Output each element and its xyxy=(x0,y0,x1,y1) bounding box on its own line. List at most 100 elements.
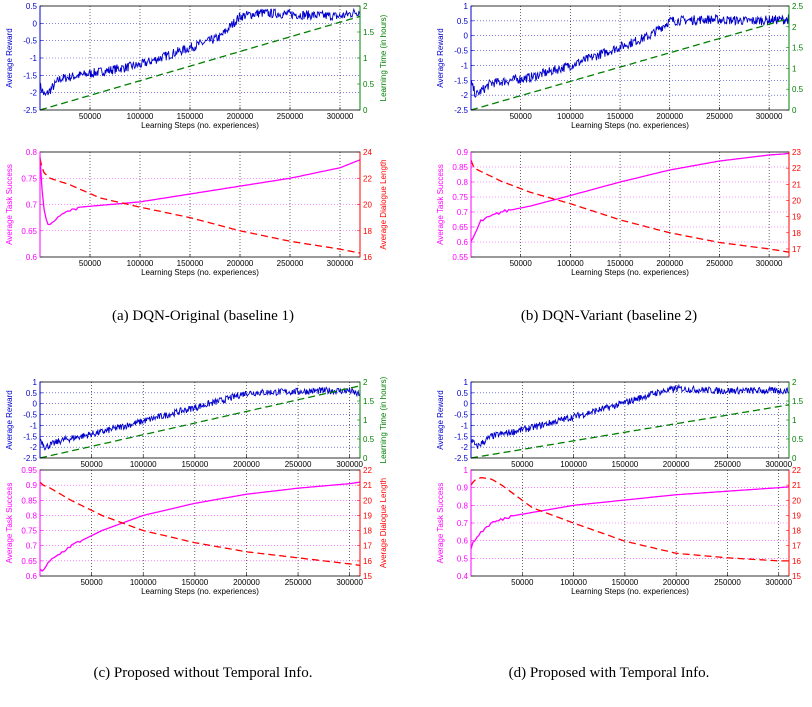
series-line-0 xyxy=(39,481,361,572)
x-tick-label: 300000 xyxy=(336,460,363,469)
y-tick-label-left: 0.85 xyxy=(452,163,468,172)
y-tick-label-left: 0.7 xyxy=(26,542,38,551)
y-tick-label-right: 2 xyxy=(792,23,797,32)
y-tick-label-right: 17 xyxy=(363,542,372,551)
y-tick-label-right: 2 xyxy=(363,378,368,387)
series-reward-line xyxy=(470,13,790,98)
x-tick-label: 250000 xyxy=(285,460,312,469)
y-tick-label-left: 0.8 xyxy=(26,148,38,157)
y-tick-label-left: 0.8 xyxy=(26,511,38,520)
y-tick-label-right: 0 xyxy=(792,454,797,463)
x-tick-label: 150000 xyxy=(607,112,634,121)
caption-b: (b) DQN-Variant (baseline 2) xyxy=(520,308,698,324)
y-tick-label-left: -0.5 xyxy=(23,411,37,420)
y-tick-label-left: 0.6 xyxy=(457,537,469,546)
y-tick-label-right: 18 xyxy=(792,527,801,536)
y-tick-label-right: 22 xyxy=(792,164,801,173)
y-tick-label-left: -1.5 xyxy=(454,432,468,441)
x-tick-label: 100000 xyxy=(130,578,157,587)
y-tick-label-right: 0 xyxy=(363,106,368,115)
y-tick-label-left: 0.65 xyxy=(21,227,37,236)
y-tick-label-right: 20 xyxy=(363,496,372,505)
x-tick-label: 150000 xyxy=(607,259,634,268)
y-axis-label-left: Average Task Success xyxy=(5,164,14,245)
x-tick-label: 200000 xyxy=(233,460,260,469)
y-tick-label-left: -1 xyxy=(461,421,469,430)
series-line-1 xyxy=(470,404,790,459)
y-tick-label-right: 0 xyxy=(363,454,368,463)
x-tick-label: 200000 xyxy=(227,259,254,268)
y-tick-label-left: 0.85 xyxy=(21,496,37,505)
y-tick-label-right: 20 xyxy=(792,196,801,205)
x-tick-label: 100000 xyxy=(560,578,587,587)
x-tick-label: 250000 xyxy=(277,259,304,268)
y-tick-label-left: 0 xyxy=(464,400,469,409)
chart-c-top: 50000 100000 150000 200000 250000 300000 -2.5 -… xyxy=(5,376,388,478)
y-tick-label-left: 0.4 xyxy=(457,572,469,581)
y-tick-label-left: 1 xyxy=(464,378,469,387)
x-tick-label: 100000 xyxy=(130,460,157,469)
y-axis-label-left: Average Reward xyxy=(436,390,445,449)
x-tick-label: 250000 xyxy=(285,578,312,587)
x-axis-label: Learning Steps (no. experiences) xyxy=(571,121,689,130)
x-tick-label: 100000 xyxy=(557,259,584,268)
series-line-1 xyxy=(39,15,361,111)
x-tick-label: 200000 xyxy=(656,259,683,268)
y-tick-label-left: -1.5 xyxy=(23,71,37,80)
chart-b-top: 50000 100000 150000 200000 250000 300000 -2.5 -… xyxy=(436,2,804,130)
series-reward-line xyxy=(39,386,361,451)
x-tick-label: 50000 xyxy=(511,578,534,587)
y-tick-label-right: 20 xyxy=(363,201,372,210)
chart-c-bot: 50000 100000 150000 200000 250000 300000 0.6 0.… xyxy=(5,466,388,596)
x-axis-label: Learning Steps (no. experiences) xyxy=(571,268,689,277)
y-tick-label-left: 0.75 xyxy=(21,174,37,183)
chart-a-top: 50000 100000 150000 200000 250000 300000 -2.5 -… xyxy=(5,2,388,130)
x-tick-label: 250000 xyxy=(277,112,304,121)
x-tick-label: 50000 xyxy=(510,259,533,268)
y-tick-label-left: 0.65 xyxy=(452,223,468,232)
x-tick-label: 150000 xyxy=(612,460,639,469)
y-tick-label-right: 1.5 xyxy=(363,28,375,37)
x-tick-label: 300000 xyxy=(756,259,783,268)
y-tick-label-right: 1 xyxy=(363,54,368,63)
x-tick-label: 200000 xyxy=(227,112,254,121)
y-tick-label-left: -1 xyxy=(461,61,469,70)
y-tick-label-right: 20 xyxy=(792,496,801,505)
plot-area xyxy=(40,382,360,458)
x-axis-label: Learning Steps (no. experiences) xyxy=(141,121,259,130)
y-tick-label-right: 1.5 xyxy=(792,397,804,406)
y-tick-label-left: -2.5 xyxy=(454,106,468,115)
y-tick-label-right: 22 xyxy=(792,466,801,475)
y-tick-label-right: 18 xyxy=(792,229,801,238)
x-tick-label: 250000 xyxy=(706,259,733,268)
x-tick-label: 250000 xyxy=(714,460,741,469)
chart-a-bot: 50000 100000 150000 200000 250000 300000 0.6 0.… xyxy=(5,148,388,277)
y-tick-label-right: 0.5 xyxy=(363,80,375,89)
y-tick-label-left: 0.6 xyxy=(457,238,469,247)
y-tick-label-left: 0 xyxy=(33,400,38,409)
x-tick-label: 200000 xyxy=(233,578,260,587)
x-axis-label: Learning Steps (no. experiences) xyxy=(571,587,689,596)
y-tick-label-left: 1 xyxy=(464,2,469,11)
y-tick-label-left: -0.5 xyxy=(454,411,468,420)
y-tick-label-left: -1.5 xyxy=(23,432,37,441)
y-tick-label-right: 23 xyxy=(792,148,801,157)
y-tick-label-right: 16 xyxy=(363,557,372,566)
y-tick-label-right: 1 xyxy=(363,416,368,425)
x-tick-label: 50000 xyxy=(510,112,533,121)
x-tick-label: 200000 xyxy=(663,578,690,587)
x-axis-label: Learning Steps (no. experiences) xyxy=(141,268,259,277)
x-tick-label: 150000 xyxy=(177,112,204,121)
y-axis-label-right: Average Dialogue Length xyxy=(379,478,388,568)
y-tick-label-left: -2 xyxy=(30,443,38,452)
x-tick-label: 300000 xyxy=(756,112,783,121)
x-tick-label: 150000 xyxy=(181,460,208,469)
y-tick-label-left: 0 xyxy=(33,19,38,28)
y-tick-label-left: 0.9 xyxy=(457,148,469,157)
y-tick-label-left: -1 xyxy=(30,421,38,430)
y-tick-label-left: -2 xyxy=(461,443,469,452)
y-tick-label-right: 22 xyxy=(363,174,372,183)
y-tick-label-right: 1.5 xyxy=(792,44,804,53)
y-tick-label-left: -2.5 xyxy=(23,454,37,463)
y-tick-label-right: 21 xyxy=(792,481,801,490)
